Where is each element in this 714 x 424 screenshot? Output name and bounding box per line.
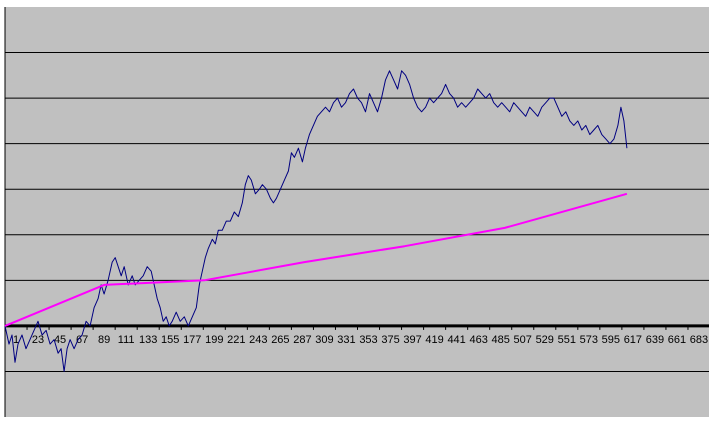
x-tick-label: 375 xyxy=(381,334,399,346)
x-tick-label: 45 xyxy=(54,334,66,346)
x-tick-label: 243 xyxy=(249,334,267,346)
x-tick-label: 287 xyxy=(293,334,311,346)
x-tick-label: 353 xyxy=(359,334,377,346)
x-tick-label: 595 xyxy=(602,334,620,346)
x-tick-label: 23 xyxy=(32,334,44,346)
x-tick-label: 265 xyxy=(271,334,289,346)
x-tick-label: 683 xyxy=(690,334,708,346)
x-tick-label: 419 xyxy=(425,334,443,346)
x-tick-label: 221 xyxy=(227,334,245,346)
x-tick-label: 89 xyxy=(98,334,110,346)
x-tick-label: 529 xyxy=(536,334,554,346)
x-tick-label: 551 xyxy=(558,334,576,346)
series-group xyxy=(4,70,628,372)
x-tick-label: 155 xyxy=(161,334,179,346)
x-tick-label: 309 xyxy=(315,334,333,346)
x-tick-label: 331 xyxy=(337,334,355,346)
x-tick-label: 1 xyxy=(13,334,19,346)
x-tick-label: 177 xyxy=(183,334,201,346)
x-tick-label: 199 xyxy=(205,334,223,346)
x-tick-label: 463 xyxy=(469,334,487,346)
x-tick-label: 507 xyxy=(514,334,532,346)
x-tick-label: 485 xyxy=(492,334,510,346)
plot-area-background xyxy=(5,7,709,417)
x-tick-label: 617 xyxy=(624,334,642,346)
x-tick-label: 133 xyxy=(139,334,157,346)
x-tick-label: 639 xyxy=(646,334,664,346)
x-axis-ticks xyxy=(4,324,689,330)
x-tick-label: 67 xyxy=(76,334,88,346)
x-tick-label: 573 xyxy=(580,334,598,346)
x-tick-label: 441 xyxy=(447,334,465,346)
x-tick-label: 661 xyxy=(668,334,686,346)
x-tick-label: 111 xyxy=(118,334,135,346)
x-axis-tick-labels: 1 23 45 67 89 111 133 155 177 199 221 243 265 287 309 3… xyxy=(13,334,708,346)
series-line-2 xyxy=(4,192,628,327)
x-tick-label: 397 xyxy=(403,334,421,346)
series-line-1 xyxy=(4,70,628,372)
